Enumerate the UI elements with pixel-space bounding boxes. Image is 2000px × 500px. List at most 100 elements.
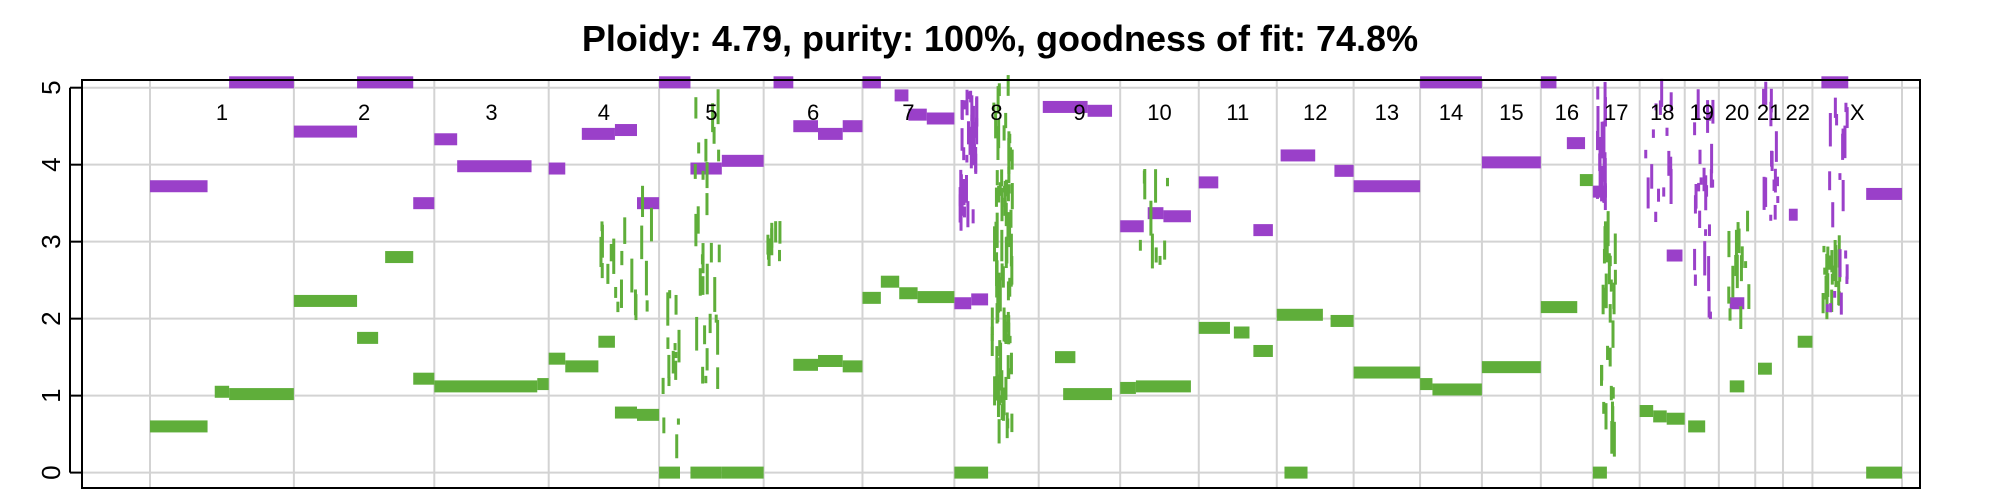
scatter-mark-2-16 — [716, 89, 720, 125]
scatter-mark-4-9 — [1610, 421, 1614, 454]
scatter-mark-6-24 — [1827, 257, 1831, 266]
chromosome-label-13: 13 — [1375, 100, 1399, 125]
scatter-mark-9-3 — [1698, 149, 1702, 165]
scatter-mark-13-4 — [770, 222, 774, 256]
scatter-mark-4-22 — [1606, 211, 1610, 247]
scatter-mark-0-19 — [1009, 279, 1013, 287]
scatter-mark-14-0 — [1149, 200, 1153, 236]
scatter-mark-2-0 — [701, 276, 705, 295]
scatter-mark-4-19 — [1600, 364, 1604, 386]
scatter-mark-8-12 — [641, 185, 645, 218]
chromosome-label-5: 5 — [705, 100, 717, 125]
scatter-mark-8-0 — [644, 260, 648, 296]
scatter-mark-6-17 — [1832, 265, 1836, 282]
segment-1-27 — [1120, 381, 1136, 394]
scatter-mark-14-1 — [1154, 247, 1158, 263]
segment-0-6 — [457, 160, 532, 173]
scatter-mark-7-12 — [1828, 171, 1832, 191]
scatter-mark-2-19 — [714, 314, 718, 323]
chromosome-label-20: 20 — [1725, 100, 1749, 125]
segment-0-43 — [1821, 76, 1849, 89]
scatter-mark-0-38 — [990, 307, 994, 335]
segment-0-13 — [721, 154, 764, 167]
scatter-mark-5-15 — [1603, 103, 1607, 126]
scatter-mark-7-18 — [1833, 97, 1837, 118]
scatter-mark-1-34 — [966, 91, 970, 99]
scatter-mark-0-54 — [993, 376, 997, 406]
scatter-mark-14-8 — [1158, 255, 1162, 265]
scatter-mark-4-24 — [1601, 284, 1605, 315]
scatter-mark-0-51 — [1000, 370, 1004, 403]
scatter-mark-9-15 — [1694, 184, 1698, 209]
scatter-mark-3-3 — [667, 376, 671, 387]
scatter-mark-8-15 — [599, 236, 603, 268]
segment-1-14 — [659, 466, 680, 479]
scatter-mark-2-3 — [717, 149, 721, 162]
scatter-mark-1-26 — [964, 174, 968, 203]
segment-0-20 — [908, 108, 927, 121]
scatter-mark-0-45 — [994, 187, 998, 207]
segment-1-22 — [899, 287, 918, 300]
scatter-mark-11-11 — [1774, 131, 1778, 162]
segment-1-6 — [413, 372, 435, 385]
segment-1-12 — [614, 406, 638, 419]
segment-1-34 — [1284, 466, 1308, 479]
scatter-mark-1-8 — [962, 179, 966, 206]
scatter-mark-0-37 — [1006, 281, 1010, 301]
scatter-mark-0-50 — [1006, 311, 1010, 333]
scatter-mark-10-11 — [1746, 210, 1750, 232]
segment-0-11 — [659, 76, 691, 89]
segment-1-42 — [1639, 405, 1654, 418]
scatter-mark-0-60 — [995, 170, 999, 186]
scatter-mark-4-27 — [1609, 279, 1613, 292]
scatter-mark-12-2 — [1646, 177, 1650, 209]
scatter-mark-10-12 — [1731, 265, 1735, 298]
scatter-mark-13-6 — [778, 221, 782, 244]
segment-1-19 — [842, 360, 863, 373]
segment-0-14 — [773, 76, 794, 89]
scatter-mark-0-85 — [1004, 181, 1008, 194]
segment-0-23 — [971, 293, 989, 306]
segment-1-47 — [1758, 362, 1772, 375]
scatter-mark-0-41 — [990, 334, 994, 357]
scatter-mark-6-16 — [1824, 275, 1828, 300]
scatter-mark-11-2 — [1764, 81, 1768, 105]
segment-0-19 — [894, 89, 909, 102]
scatter-mark-2-23 — [703, 325, 707, 345]
chromosome-label-21: 21 — [1757, 100, 1781, 125]
plot-frame — [81, 79, 1921, 489]
segment-0-15 — [793, 120, 819, 133]
scatter-mark-2-21 — [693, 163, 697, 179]
scatter-mark-7-7 — [1843, 125, 1847, 159]
scatter-mark-12-4 — [1669, 156, 1673, 175]
scatter-mark-4-14 — [1608, 304, 1612, 323]
scatter-mark-0-53 — [998, 395, 1002, 406]
scatter-mark-3-11 — [674, 360, 678, 380]
scatter-mark-9-13 — [1697, 182, 1701, 192]
y-tick-label-4: 4 — [36, 157, 66, 171]
scatter-mark-7-16 — [1828, 113, 1832, 147]
segment-1-39 — [1540, 301, 1578, 314]
scatter-mark-4-20 — [1613, 233, 1617, 265]
scatter-mark-10-2 — [1747, 284, 1751, 310]
scatter-mark-0-86 — [1007, 131, 1011, 161]
segment-1-10 — [565, 360, 599, 373]
scatter-mark-4-28 — [1604, 273, 1608, 309]
scatter-mark-12-1 — [1662, 187, 1666, 197]
segment-0-37 — [1540, 76, 1557, 89]
scatter-mark-0-2 — [994, 111, 998, 139]
scatter-mark-8-11 — [616, 301, 620, 313]
segment-1-30 — [1233, 326, 1250, 339]
scatter-mark-9-20 — [1699, 177, 1703, 185]
segment-1-45 — [1688, 420, 1706, 433]
segment-0-33 — [1353, 180, 1421, 193]
segment-1-9 — [548, 352, 566, 365]
segment-0-4 — [413, 197, 435, 210]
scatter-mark-0-5 — [995, 346, 999, 376]
scatter-mark-5-14 — [1596, 86, 1600, 100]
segment-1-46 — [1729, 380, 1745, 393]
scatter-mark-4-11 — [1602, 401, 1606, 414]
scatter-mark-9-22 — [1711, 179, 1715, 188]
scatter-mark-14-4 — [1138, 239, 1142, 251]
scatter-mark-0-33 — [1008, 220, 1012, 248]
